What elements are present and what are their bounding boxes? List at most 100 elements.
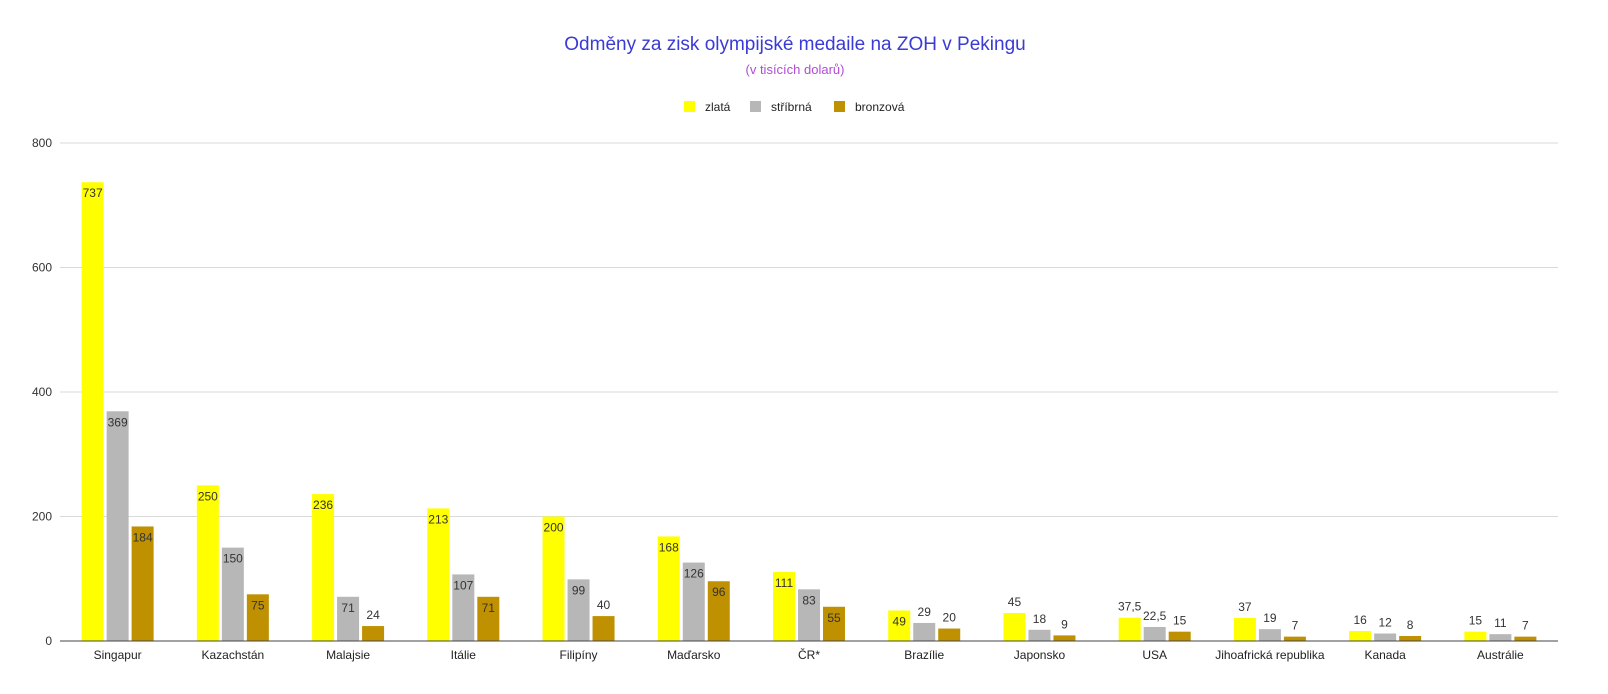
bar (592, 616, 615, 641)
legend-swatch (834, 101, 845, 112)
data-label: 75 (251, 598, 265, 612)
bar (542, 516, 565, 641)
bar (1464, 631, 1487, 641)
data-label: 16 (1353, 613, 1367, 627)
bar (1283, 636, 1306, 641)
legend-swatch (684, 101, 695, 112)
data-label: 7 (1522, 619, 1529, 633)
bar (246, 594, 269, 641)
data-label: 369 (108, 415, 128, 429)
bar (773, 571, 795, 641)
data-label: 8 (1407, 618, 1414, 632)
legend-label: zlatá (705, 100, 731, 114)
data-label: 20 (943, 611, 957, 625)
x-tick-label: ČR* (798, 647, 820, 662)
data-label: 111 (775, 576, 794, 590)
legend-label: stříbrná (771, 100, 812, 114)
x-tick-label: Maďarsko (667, 648, 721, 662)
bar (657, 536, 680, 641)
bar (798, 589, 820, 641)
legend-swatch (750, 101, 761, 112)
x-tick-label: Itálie (451, 648, 477, 662)
data-label: 12 (1378, 616, 1392, 630)
y-tick-label: 800 (32, 136, 52, 150)
data-label: 250 (198, 489, 218, 503)
bar (312, 494, 335, 641)
bar (81, 182, 104, 641)
y-tick-label: 600 (32, 261, 52, 275)
data-label: 168 (659, 540, 679, 554)
chart-title: Odměny za zisk olympijské medaile na ZOH… (564, 34, 1025, 55)
bar (106, 411, 129, 641)
bar (1233, 617, 1256, 641)
bar (1168, 631, 1191, 641)
x-tick-label: Singapur (94, 648, 142, 662)
data-label: 15 (1173, 614, 1187, 628)
bar (913, 622, 936, 641)
x-tick-label: Brazílie (904, 648, 944, 662)
bar (567, 579, 590, 641)
x-tick-label: Filipíny (560, 648, 598, 662)
y-tick-label: 400 (32, 385, 52, 399)
data-label: 126 (684, 567, 704, 581)
y-tick-label: 200 (32, 510, 52, 524)
y-axis: 0 200 400 600 800 (32, 136, 52, 648)
data-label: 150 (223, 552, 243, 566)
bar (362, 626, 385, 641)
bar (1053, 635, 1076, 641)
bar (823, 606, 845, 641)
data-label: 29 (918, 605, 932, 619)
bars (81, 182, 1537, 641)
bar (196, 485, 219, 641)
data-label: 22,5 (1143, 609, 1167, 623)
x-tick-label: Austrálie (1477, 648, 1524, 662)
x-tick-label: Kanada (1364, 648, 1406, 662)
x-axis: Singapur Kazachstán Malajsie Itálie Filipíny… (60, 640, 1558, 662)
data-label: 83 (802, 593, 816, 607)
bar (707, 581, 730, 641)
data-label: 15 (1469, 614, 1483, 628)
data-label: 236 (313, 498, 333, 512)
bar (1489, 634, 1512, 641)
data-label: 40 (597, 598, 611, 612)
bar (1118, 617, 1141, 641)
data-label: 11 (1494, 616, 1507, 630)
data-label: 107 (453, 578, 473, 592)
bar (1374, 633, 1397, 641)
bar (938, 628, 961, 641)
gridlines (60, 142, 1558, 517)
data-label: 45 (1008, 595, 1022, 609)
x-tick-label: Japonsko (1014, 648, 1066, 662)
legend-label: bronzová (855, 100, 905, 114)
data-label: 71 (482, 601, 496, 615)
y-tick-label: 0 (45, 634, 52, 648)
data-label: 96 (712, 585, 726, 599)
data-label: 49 (893, 614, 907, 628)
data-label: 19 (1263, 611, 1277, 625)
data-label: 71 (341, 601, 355, 615)
bar (477, 596, 500, 641)
bar (1514, 636, 1537, 641)
data-label: 737 (83, 186, 103, 200)
bar (1399, 636, 1422, 641)
data-label: 99 (572, 583, 586, 597)
bar (888, 610, 911, 641)
data-label: 24 (366, 608, 380, 622)
x-tick-label: Kazachstán (201, 648, 264, 662)
data-label: 7 (1292, 619, 1299, 633)
data-label: 200 (544, 521, 564, 535)
bar (1143, 626, 1166, 641)
bar (337, 596, 360, 641)
data-label: 213 (428, 512, 448, 526)
bar (1028, 629, 1051, 641)
data-label: 37,5 (1118, 600, 1142, 614)
chart-subtitle: (v tisících dolarů) (746, 62, 845, 77)
bar (1349, 631, 1372, 641)
bar (682, 562, 705, 641)
bar (452, 574, 475, 641)
data-label: 9 (1061, 617, 1068, 631)
data-labels: 7373691842501507523671242131077120099401… (83, 186, 1529, 632)
data-label: 55 (827, 611, 841, 625)
legend: zlatá stříbrná bronzová (684, 100, 905, 114)
